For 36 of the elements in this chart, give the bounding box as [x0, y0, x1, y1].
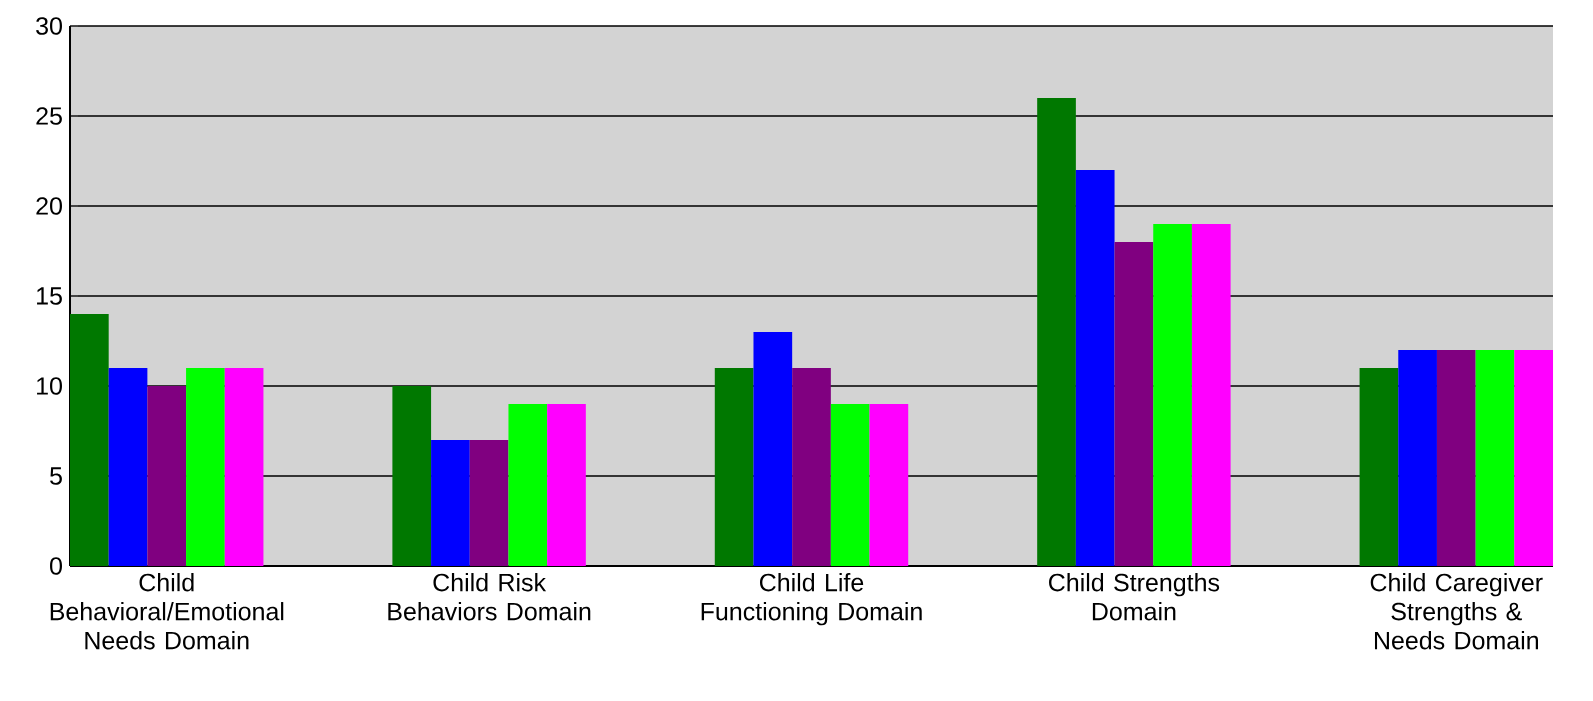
- y-tick-label: 10: [37, 377, 62, 395]
- bar: [1153, 224, 1192, 566]
- bar: [714, 368, 754, 566]
- bar: [1359, 368, 1399, 566]
- y-tick-label: 25: [36, 107, 62, 125]
- bar: [1114, 242, 1154, 566]
- bar: [1475, 350, 1515, 566]
- bar: [830, 404, 870, 566]
- bar: [753, 332, 793, 566]
- bar: [224, 368, 264, 566]
- bar: [1436, 350, 1476, 566]
- bar: [1514, 350, 1554, 566]
- bar: [1191, 224, 1231, 566]
- bar: [869, 404, 909, 566]
- y-tick-label: 20: [36, 197, 62, 215]
- bar: [392, 386, 432, 566]
- y-tick-label: 5: [50, 467, 62, 485]
- bar: [147, 386, 187, 566]
- y-tick-label: 30: [36, 17, 62, 35]
- bar: [1075, 170, 1115, 566]
- bar: [508, 404, 548, 566]
- x-tick-label: Child Caregiver Strengths & Needs Domain: [1370, 573, 1543, 650]
- y-tick-label: 15: [37, 287, 62, 305]
- bar: [547, 404, 586, 566]
- bar: [1398, 350, 1437, 566]
- bar: [1037, 98, 1076, 566]
- bar: [431, 440, 470, 566]
- x-tick-label: Child Risk Behaviors Domain: [388, 573, 591, 621]
- x-tick-label: Child Life Functioning Domain: [701, 573, 922, 626]
- x-tick-label: Child Strengths Domain: [1049, 573, 1220, 621]
- bar: [792, 368, 831, 566]
- y-tick-label: 0: [50, 557, 62, 575]
- bar: [70, 314, 109, 566]
- bar: [108, 368, 148, 566]
- bar: [469, 440, 509, 566]
- bar: [186, 368, 225, 566]
